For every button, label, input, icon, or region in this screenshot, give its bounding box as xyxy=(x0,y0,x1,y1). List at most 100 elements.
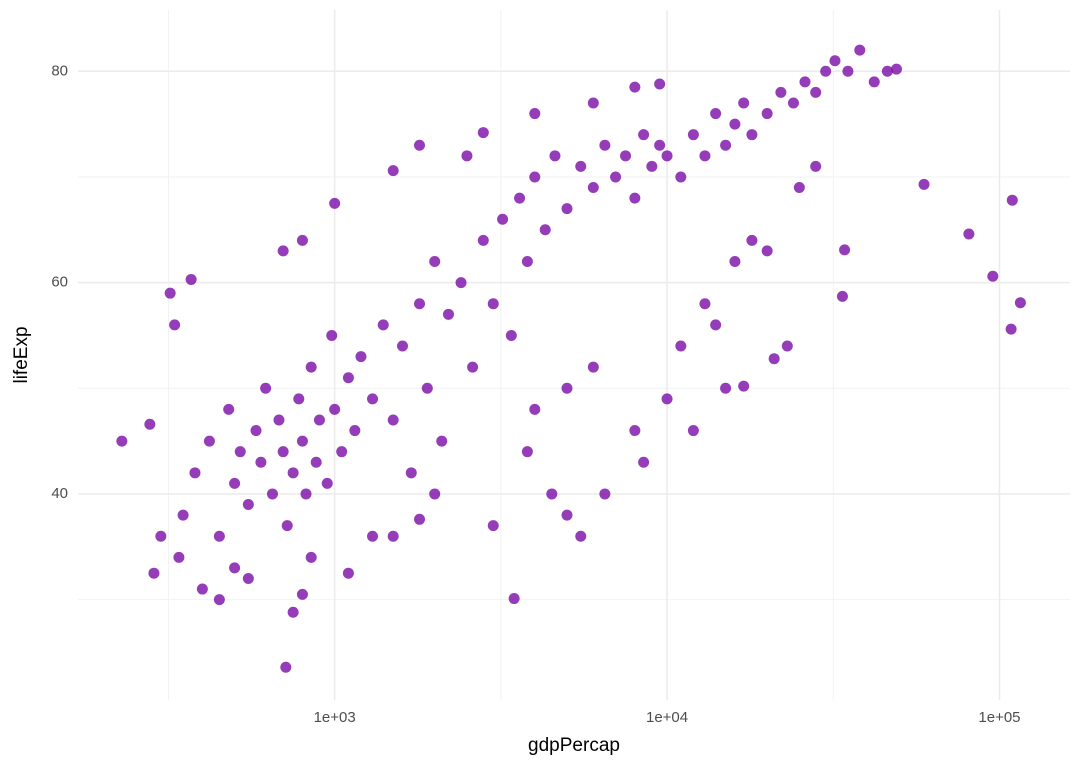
point xyxy=(387,414,399,426)
point xyxy=(699,298,711,310)
y-tick-label: 60 xyxy=(51,274,68,291)
point xyxy=(477,234,489,246)
point xyxy=(738,97,750,109)
point xyxy=(561,382,573,394)
point xyxy=(169,319,181,331)
point xyxy=(720,139,732,151)
point xyxy=(293,393,305,405)
point xyxy=(738,380,750,392)
x-tick-label: 1e+03 xyxy=(314,709,356,726)
y-tick-label: 40 xyxy=(51,485,68,502)
point xyxy=(305,361,317,373)
point xyxy=(629,81,641,93)
point xyxy=(203,435,215,447)
point xyxy=(646,160,658,172)
point xyxy=(575,160,587,172)
point xyxy=(342,567,354,579)
point xyxy=(280,661,292,673)
point xyxy=(775,86,787,98)
point xyxy=(326,329,338,341)
point xyxy=(185,273,197,285)
point xyxy=(881,65,893,77)
point xyxy=(638,129,650,141)
point xyxy=(729,118,741,130)
point xyxy=(620,150,632,162)
point xyxy=(521,446,533,458)
point xyxy=(310,456,322,468)
point xyxy=(429,255,441,267)
point xyxy=(367,530,379,542)
point xyxy=(277,446,289,458)
point xyxy=(820,65,832,77)
point xyxy=(675,171,687,183)
point xyxy=(761,245,773,257)
point xyxy=(687,129,699,141)
point xyxy=(296,435,308,447)
point xyxy=(229,477,241,489)
point xyxy=(549,150,561,162)
point xyxy=(1014,297,1026,309)
point xyxy=(839,244,851,256)
point xyxy=(587,182,599,194)
point xyxy=(281,520,293,532)
point xyxy=(497,213,509,225)
point xyxy=(661,393,673,405)
point xyxy=(336,446,348,458)
point xyxy=(429,488,441,500)
point xyxy=(539,224,551,236)
point xyxy=(575,530,587,542)
point xyxy=(255,456,267,468)
point xyxy=(768,353,780,365)
point xyxy=(421,382,433,394)
point xyxy=(868,76,880,88)
point xyxy=(377,319,389,331)
point xyxy=(710,108,722,120)
point xyxy=(144,418,156,430)
point xyxy=(287,467,299,479)
point xyxy=(273,414,285,426)
point xyxy=(675,340,687,352)
point xyxy=(116,435,128,447)
point xyxy=(277,245,289,257)
point xyxy=(746,129,758,141)
point xyxy=(638,456,650,468)
point xyxy=(610,171,622,183)
point xyxy=(963,228,975,240)
point xyxy=(313,414,325,426)
point xyxy=(260,382,272,394)
point xyxy=(223,403,235,415)
point xyxy=(148,567,160,579)
point xyxy=(477,127,489,139)
point xyxy=(242,499,254,511)
point xyxy=(367,393,379,405)
point xyxy=(521,255,533,267)
point xyxy=(405,467,417,479)
point xyxy=(561,203,573,215)
point xyxy=(414,139,426,151)
point xyxy=(599,488,611,500)
point xyxy=(196,583,208,595)
y-axis-title: lifeExp xyxy=(11,326,32,383)
point xyxy=(487,298,499,310)
point xyxy=(505,329,517,341)
point xyxy=(387,530,399,542)
point xyxy=(561,509,573,521)
point xyxy=(1005,323,1017,335)
point xyxy=(508,593,520,605)
point xyxy=(629,192,641,204)
point xyxy=(349,425,361,437)
point xyxy=(305,551,317,563)
point xyxy=(321,477,333,489)
point xyxy=(787,97,799,109)
point xyxy=(746,234,758,246)
point xyxy=(529,108,541,120)
point xyxy=(529,171,541,183)
point xyxy=(842,65,854,77)
point xyxy=(296,234,308,246)
point xyxy=(414,513,426,525)
point xyxy=(687,425,699,437)
point xyxy=(242,572,254,584)
point xyxy=(661,150,673,162)
point xyxy=(810,86,822,98)
point xyxy=(836,290,848,302)
